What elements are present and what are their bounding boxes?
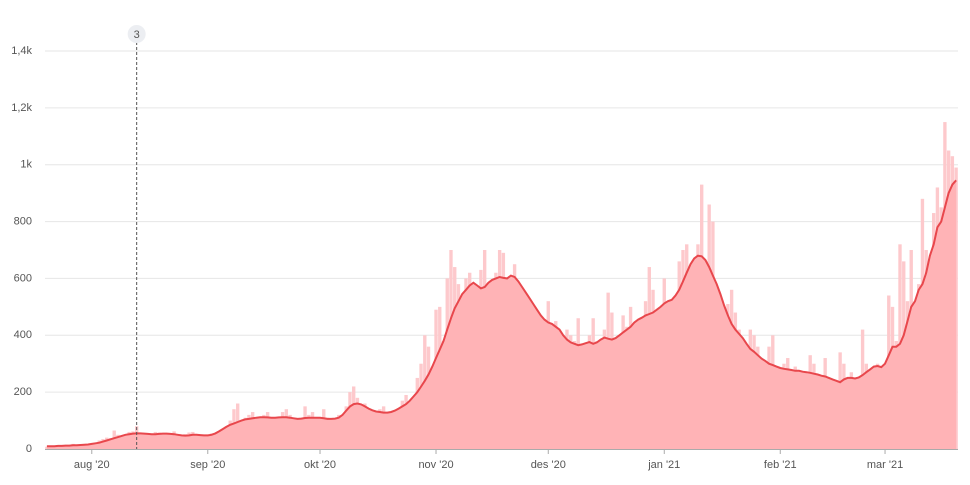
x-tick-label: mar '21: [867, 459, 903, 471]
x-tick-label: sep '20: [190, 459, 225, 471]
line: [46, 179, 957, 448]
x-tick-label: feb '21: [764, 459, 797, 471]
y-tick-label: 400: [14, 329, 32, 341]
y-tick-label: 0: [26, 443, 32, 455]
x-tick-label: jan '21: [647, 459, 680, 471]
x-tick-label: nov '20: [418, 459, 453, 471]
annotation-label: 3: [134, 29, 140, 41]
y-tick-label: 800: [14, 215, 32, 227]
area: [46, 180, 957, 450]
y-tick-label: 1,4k: [11, 45, 32, 57]
x-tick-label: okt '20: [304, 459, 336, 471]
y-tick-label: 1k: [20, 159, 32, 171]
y-tick-label: 200: [14, 386, 32, 398]
y-tick-label: 600: [14, 272, 32, 284]
bar: [45, 446, 49, 449]
x-tick-label: des '20: [531, 459, 566, 471]
y-tick-label: 1,2k: [11, 102, 32, 114]
annotation-badge: [127, 25, 146, 43]
x-tick-label: aug '20: [74, 459, 110, 471]
bar: [954, 167, 958, 450]
